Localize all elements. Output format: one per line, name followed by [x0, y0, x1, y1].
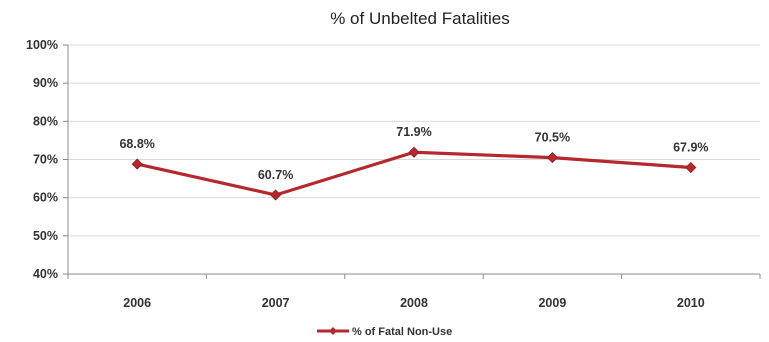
axes: [63, 44, 761, 279]
data-point-2008: [408, 146, 420, 158]
x-tick-label-2006: 2006: [123, 296, 151, 310]
data-point-2010: [685, 161, 697, 174]
data-point-2007: [270, 189, 282, 201]
x-tick-label-2010: 2010: [677, 296, 705, 310]
y-tick-label-50: 50%: [33, 229, 58, 243]
x-tick-label-2007: 2007: [262, 296, 290, 310]
data-label-2007: 60.7%: [258, 168, 293, 182]
y-tick-label-70: 70%: [33, 153, 58, 167]
chart-title: % of Unbelted Fatalities: [330, 9, 510, 28]
series-lines: [136, 150, 691, 197]
y-tick-label-90: 90%: [33, 76, 58, 90]
x-axis-tick-labels: 2006 2007 2008 2009 2010: [123, 296, 704, 310]
data-label-2006: 68.8%: [119, 137, 154, 151]
series-line-fatal-non-use: [136, 150, 691, 197]
y-tick-label-60: 60%: [33, 191, 58, 205]
gridlines: [68, 44, 760, 237]
data-point-2006: [131, 158, 143, 170]
data-labels: 68.8% 60.7% 71.9% 70.5% 67.9%: [119, 125, 708, 182]
legend-label: % of Fatal Non-Use: [352, 326, 452, 338]
y-tick-label-40: 40%: [33, 267, 58, 281]
legend-diamond-marker: [329, 327, 337, 335]
y-tick-label-80: 80%: [33, 114, 58, 128]
data-point-2009: [546, 152, 558, 164]
data-label-2009: 70.5%: [535, 131, 570, 145]
y-tick-label-100: 100%: [26, 38, 58, 52]
data-label-2008: 71.9%: [396, 125, 431, 139]
legend: % of Fatal Non-Use: [317, 326, 452, 338]
data-label-2010: 67.9%: [673, 141, 708, 155]
x-tick-label-2008: 2008: [400, 296, 428, 310]
x-tick-label-2009: 2009: [538, 296, 566, 310]
y-axis-tick-labels: 40% 50% 60% 70% 80% 90% 100%: [26, 38, 58, 281]
data-points: [131, 146, 697, 201]
